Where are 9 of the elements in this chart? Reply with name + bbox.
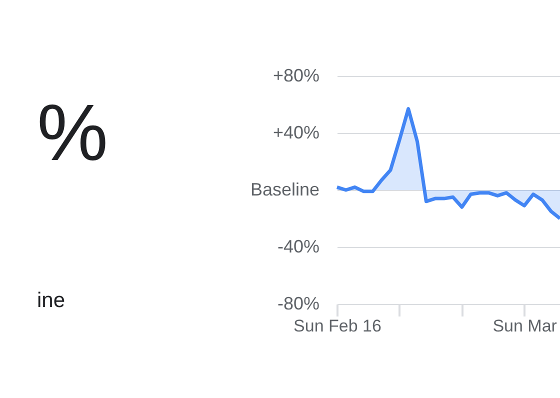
text: % — [37, 88, 108, 177]
x-tick-label: Sun Mar — [492, 316, 558, 336]
x-tick-label: Sun Feb 16 — [294, 316, 382, 336]
y-tick-label: +80% — [272, 66, 320, 86]
text: ine — [37, 289, 66, 312]
y-tick-label: -80% — [277, 294, 320, 314]
y-tick-label: +40% — [272, 122, 320, 142]
y-tick-label: -40% — [277, 236, 320, 256]
y-tick-label: Baseline — [250, 180, 320, 200]
